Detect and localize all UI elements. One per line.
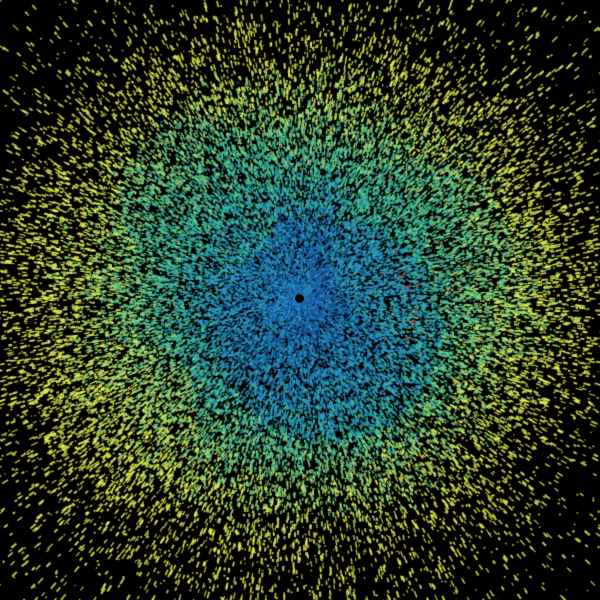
radar-site-marker-icon: [295, 294, 304, 303]
